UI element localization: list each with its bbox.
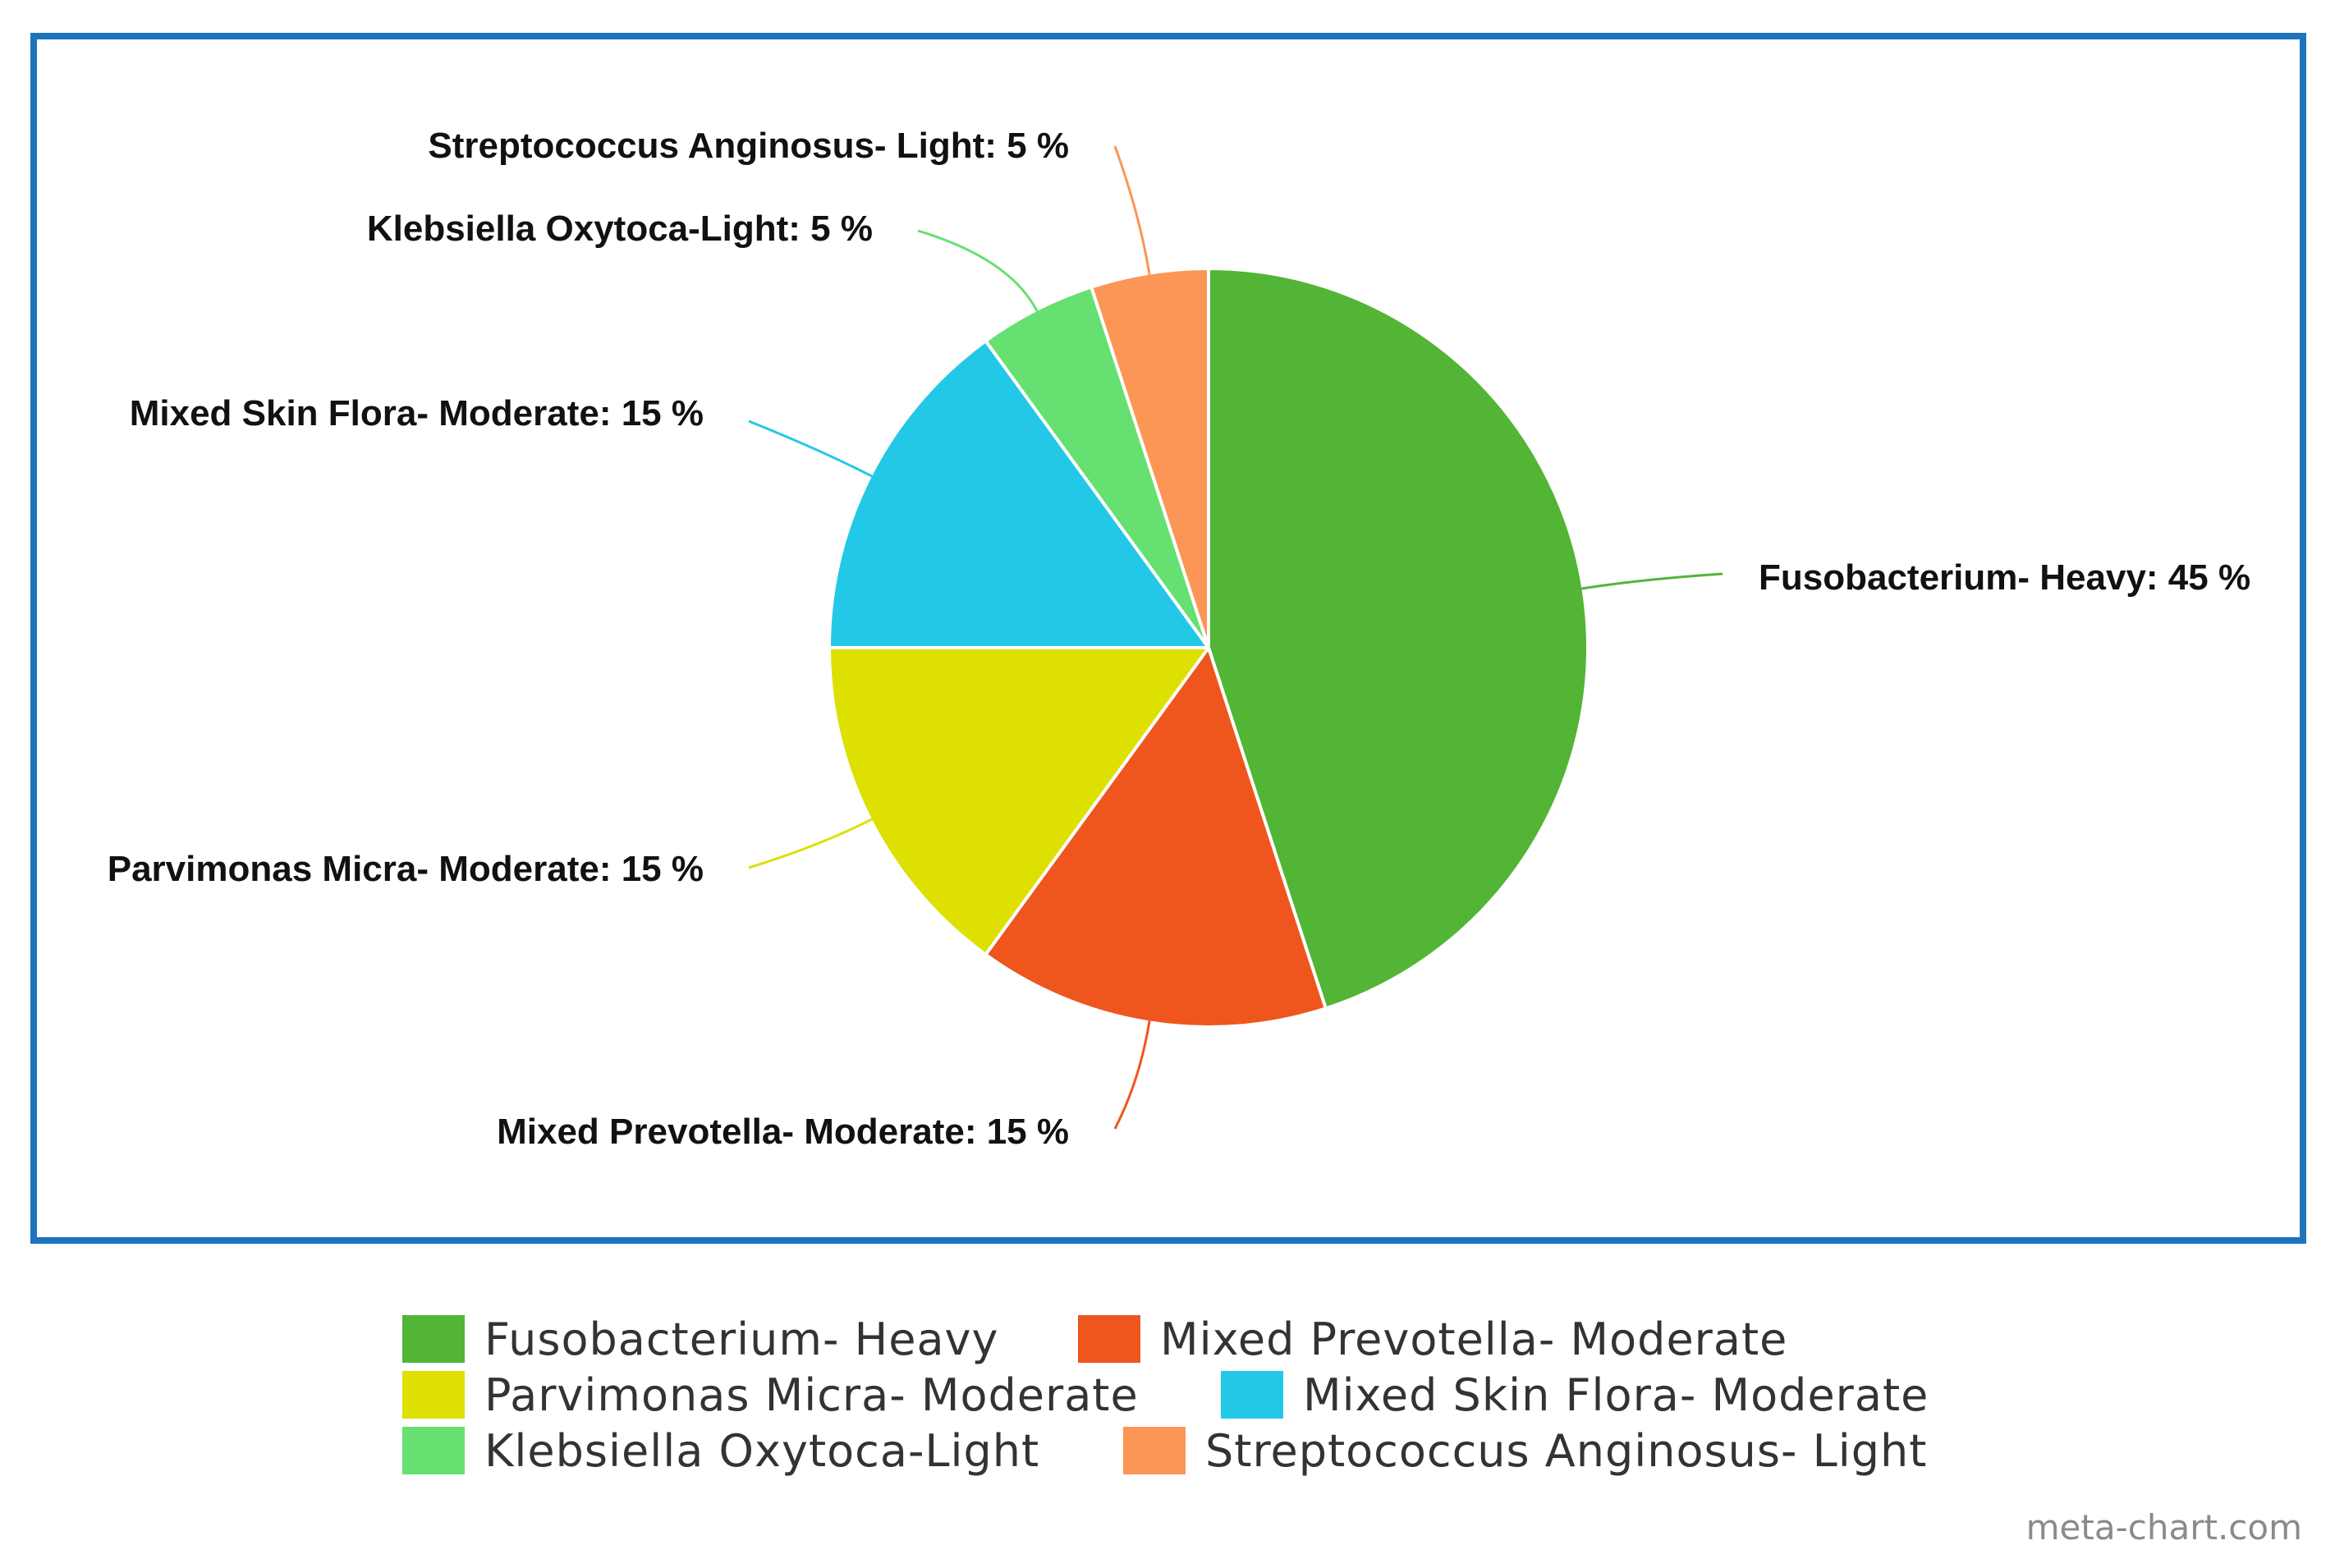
legend-item-mixed-prevotella[interactable]: Mixed Prevotella- Moderate xyxy=(1078,1313,1788,1365)
legend-swatch-mixed-skin-flora xyxy=(1221,1371,1283,1419)
data-label-mixed-skin-flora-moderate: Mixed Skin Flora- Moderate: 15 % xyxy=(130,393,704,433)
legend-item-fusobacterium[interactable]: Fusobacterium- Heavy xyxy=(402,1313,999,1365)
legend-swatch-streptococcus-anginosus xyxy=(1123,1427,1186,1474)
legend-swatch-mixed-prevotella xyxy=(1078,1315,1140,1363)
data-label-mixed-prevotella-moderate: Mixed Prevotella- Moderate: 15 % xyxy=(497,1112,1069,1152)
data-label-parvimonas-micra-moderate: Parvimonas Micra- Moderate: 15 % xyxy=(108,849,704,889)
data-label-klebsiella-oxytoca-light: Klebsiella Oxytoca-Light: 5 % xyxy=(367,209,873,249)
legend-swatch-fusobacterium xyxy=(402,1315,465,1363)
pie-leader-lines xyxy=(748,145,1723,1130)
pie-slices xyxy=(828,267,1590,1029)
legend-label-mixed-skin-flora: Mixed Skin Flora- Moderate xyxy=(1303,1369,1929,1421)
watermark-meta-chart: meta-chart.com xyxy=(2025,1507,2302,1547)
data-label-fusobacterium-heavy: Fusobacterium- Heavy: 45 % xyxy=(1759,557,2250,598)
legend-label-parvimonas-micra: Parvimonas Micra- Moderate xyxy=(484,1369,1139,1421)
legend-label-fusobacterium: Fusobacterium- Heavy xyxy=(484,1313,999,1365)
legend-item-mixed-skin-flora[interactable]: Mixed Skin Flora- Moderate xyxy=(1221,1369,1929,1421)
leader-line-streptococcus-anginosus-light xyxy=(1113,145,1151,275)
legend-label-streptococcus-anginosus: Streptococcus Anginosus- Light xyxy=(1205,1424,1928,1477)
leader-line-mixed-skin-flora-moderate xyxy=(748,420,873,478)
legend-swatch-parvimonas-micra xyxy=(402,1371,465,1419)
leader-line-mixed-prevotella-moderate xyxy=(1113,1020,1151,1130)
pie-data-labels: Fusobacterium- Heavy: 45 % Mixed Prevotel… xyxy=(108,126,2250,1152)
legend-item-klebsiella-oxytoca[interactable]: Klebsiella Oxytoca-Light xyxy=(402,1424,1040,1477)
legend-label-klebsiella-oxytoca: Klebsiella Oxytoca-Light xyxy=(484,1424,1040,1477)
leader-line-parvimonas-micra-moderate xyxy=(748,818,873,869)
legend-swatch-klebsiella-oxytoca xyxy=(402,1427,465,1474)
leader-line-klebsiella-oxytoca-light xyxy=(917,229,1039,312)
chart-frame: Fusobacterium- Heavy: 45 % Mixed Prevotel… xyxy=(30,33,2306,1244)
legend-label-mixed-prevotella: Mixed Prevotella- Moderate xyxy=(1160,1313,1788,1365)
pie-chart: Fusobacterium- Heavy: 45 % Mixed Prevotel… xyxy=(108,126,2250,1152)
chart-legend: Fusobacterium- Heavy Mixed Prevotella- M… xyxy=(0,1314,2335,1494)
leader-line-fusobacterium-heavy xyxy=(1581,572,1723,590)
data-label-streptococcus-anginosus-light: Streptococcus Anginosus- Light: 5 % xyxy=(428,126,1069,166)
legend-item-streptococcus-anginosus[interactable]: Streptococcus Anginosus- Light xyxy=(1123,1424,1928,1477)
legend-item-parvimonas-micra[interactable]: Parvimonas Micra- Moderate xyxy=(402,1369,1139,1421)
